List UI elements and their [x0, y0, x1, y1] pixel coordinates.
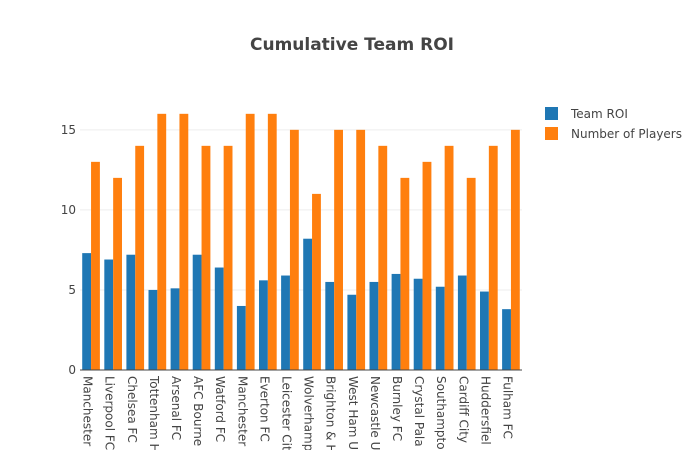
x-tick-label: Cardiff City	[456, 376, 470, 443]
x-tick-label: Burnley FC	[390, 376, 404, 441]
bar-number-of-players[interactable]	[289, 129, 299, 370]
bar-number-of-players[interactable]	[466, 177, 476, 370]
bar-number-of-players[interactable]	[245, 113, 255, 370]
bar-number-of-players[interactable]	[223, 145, 233, 370]
bar-number-of-players[interactable]	[334, 129, 343, 370]
x-tick-label: Crystal Pala	[412, 376, 426, 447]
bar-team-roi[interactable]	[281, 275, 290, 370]
x-tick-label: Arsenal FC	[169, 376, 183, 440]
bar-team-roi[interactable]	[502, 309, 511, 370]
chart-title: Cumulative Team ROI	[250, 35, 454, 55]
bar-number-of-players[interactable]	[510, 129, 520, 370]
bar-team-roi[interactable]	[170, 288, 180, 370]
bars	[80, 113, 522, 371]
bar-number-of-players[interactable]	[157, 113, 167, 370]
legend-label[interactable]: Number of Players	[571, 127, 682, 141]
y-tick-label: 10	[61, 203, 76, 217]
y-axis-ticks: 0 5 10 15	[61, 123, 76, 377]
bar-number-of-players[interactable]	[113, 177, 122, 370]
x-tick-label: Southampto	[434, 376, 448, 450]
bar-team-roi[interactable]	[347, 294, 357, 370]
bar-number-of-players[interactable]	[488, 145, 498, 370]
x-axis-ticks: Manchester Liverpool FC Chelsea FC Tottenha…	[81, 375, 515, 450]
x-tick-label: AFC Bourne	[191, 376, 205, 446]
legend[interactable]: Team ROI Number of Players	[545, 107, 682, 141]
bar-team-roi[interactable]	[457, 275, 467, 370]
x-tick-label: Tottenham H	[147, 375, 161, 450]
bar-number-of-players[interactable]	[312, 193, 321, 370]
bar-number-of-players[interactable]	[135, 145, 145, 370]
bar-number-of-players[interactable]	[378, 145, 388, 370]
bar-team-roi[interactable]	[192, 254, 202, 370]
legend-swatch[interactable]	[545, 127, 558, 140]
bar-team-roi[interactable]	[236, 305, 246, 370]
bar-number-of-players[interactable]	[201, 145, 211, 370]
x-tick-label: West Ham U	[346, 376, 360, 450]
x-tick-label: Leicester Cit	[279, 376, 293, 450]
bar-number-of-players[interactable]	[91, 161, 100, 370]
bar-team-roi[interactable]	[303, 238, 313, 370]
bar-team-roi[interactable]	[104, 259, 114, 370]
bar-team-roi[interactable]	[435, 286, 445, 370]
bar-team-roi[interactable]	[480, 291, 489, 370]
legend-label[interactable]: Team ROI	[570, 107, 628, 121]
x-tick-label: Liverpool FC	[103, 376, 117, 450]
x-tick-label: Fulham FC	[500, 376, 514, 439]
bar-team-roi[interactable]	[148, 289, 158, 370]
y-tick-label: 5	[68, 283, 76, 297]
x-tick-label: Wolverhamp	[302, 376, 316, 450]
bar-team-roi[interactable]	[214, 267, 224, 370]
bar-number-of-players[interactable]	[356, 129, 366, 370]
y-tick-label: 0	[68, 363, 76, 377]
bar-team-roi[interactable]	[391, 273, 401, 370]
grid-lines	[80, 129, 522, 291]
x-tick-label: Chelsea FC	[125, 376, 139, 443]
x-tick-label: Watford FC	[213, 376, 227, 442]
y-tick-label: 15	[61, 123, 76, 137]
x-tick-label: Huddersfiel	[478, 376, 492, 445]
bar-team-roi[interactable]	[369, 281, 379, 370]
bar-team-roi[interactable]	[325, 281, 335, 370]
x-tick-label: Everton FC	[257, 376, 271, 442]
x-tick-label: Manchester	[81, 376, 95, 446]
bar-number-of-players[interactable]	[400, 177, 410, 370]
bar-team-roi[interactable]	[126, 254, 136, 370]
x-tick-label: Newcastle U	[368, 376, 382, 450]
x-tick-label: Brighton & H	[324, 376, 338, 450]
bar-number-of-players[interactable]	[422, 161, 432, 370]
bar-team-roi[interactable]	[259, 280, 268, 370]
bar-team-roi[interactable]	[413, 278, 423, 370]
bar-number-of-players[interactable]	[267, 113, 277, 370]
bar-number-of-players[interactable]	[179, 113, 189, 370]
legend-swatch[interactable]	[545, 107, 558, 120]
bar-number-of-players[interactable]	[444, 145, 454, 370]
x-tick-label: Manchester	[235, 376, 249, 446]
bar-team-roi[interactable]	[82, 253, 92, 370]
